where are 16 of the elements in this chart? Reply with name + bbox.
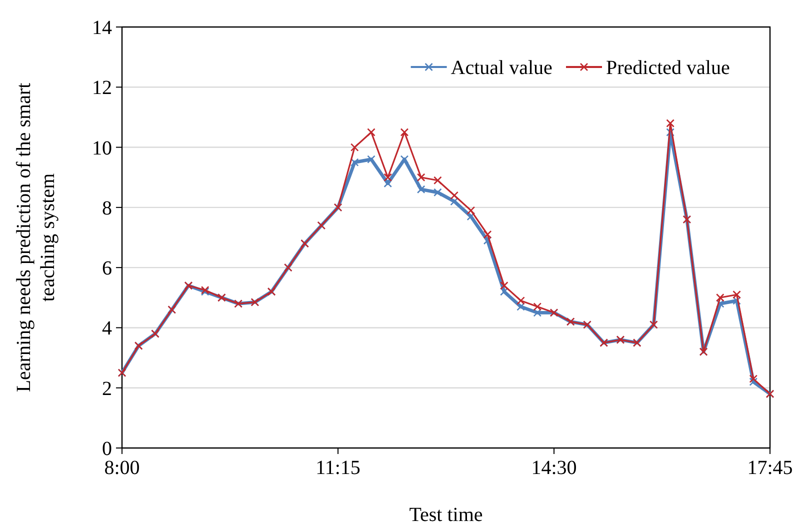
legend-label: Predicted value xyxy=(606,57,730,79)
y-axis-title: Learning needs prediction of the smart teaching system xyxy=(13,82,59,392)
x-tick-label: 11:15 xyxy=(316,457,360,479)
x-tick-label: 17:45 xyxy=(747,457,793,479)
legend-label: Actual value xyxy=(450,57,553,79)
y-tick-label: 12 xyxy=(92,77,112,100)
y-tick-label: 0 xyxy=(102,438,112,460)
x-tick-label: 14:30 xyxy=(531,457,577,479)
y-tick-label: 10 xyxy=(92,137,112,160)
y-tick-label: 4 xyxy=(102,318,112,340)
y-tick-label: 6 xyxy=(102,258,112,280)
x-axis-title: Test time xyxy=(409,504,483,525)
y-tick-label: 8 xyxy=(102,197,112,220)
y-tick-label: 2 xyxy=(102,378,112,400)
x-tick-label: 8:00 xyxy=(104,457,140,479)
y-tick-label: 14 xyxy=(92,17,112,39)
